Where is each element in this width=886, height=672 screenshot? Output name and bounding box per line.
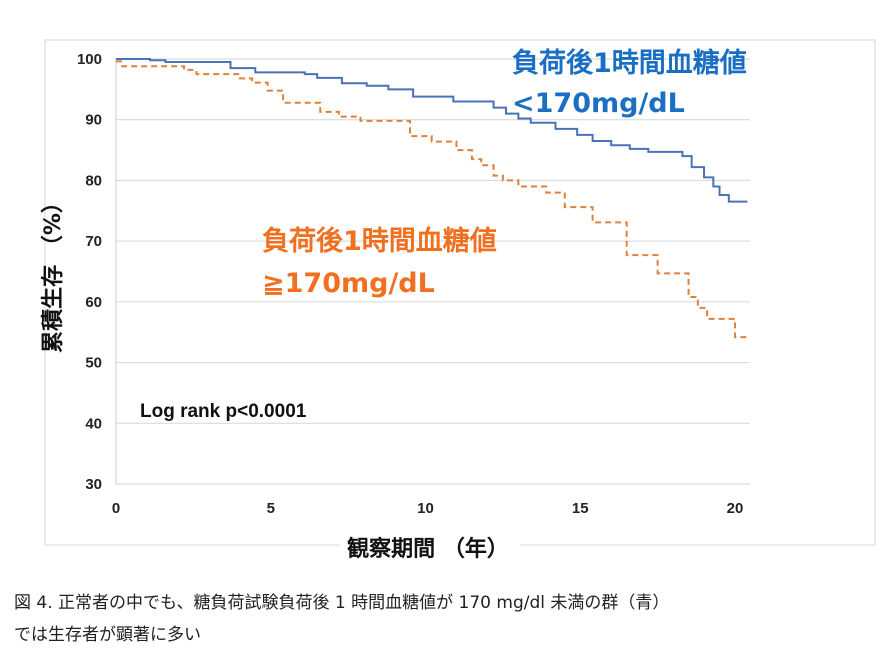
x-axis-label: 観察期間 （年） [347,536,509,562]
logrank-annotation: Log rank p<0.0001 [140,401,307,422]
y-tick-label: 30 [85,476,102,493]
figure-caption-line2: では生存者が顕著に多い [14,625,201,645]
y-tick-label: 100 [77,51,102,68]
legend-blue-line1: 負荷後1時間血糖値 [512,47,747,79]
y-tick-label: 40 [85,415,102,432]
figure-caption-line1: 図 4. 正常者の中でも、糖負荷試験負荷後 1 時間血糖値が 170 mg/dl… [14,593,670,613]
legend-orange-line1: 負荷後1時間血糖値 [262,225,497,257]
y-axis-label: 累積生存 （%） [40,191,66,353]
y-tick-label: 70 [85,233,102,250]
y-tick-label: 50 [85,355,102,372]
x-tick-label: 0 [112,500,120,517]
y-tick-label: 80 [85,172,102,189]
x-tick-label: 15 [572,500,589,517]
legend-blue-line2: <170mg/dL [512,88,685,119]
legend-orange-line2: ≧170mg/dL [262,268,435,299]
y-tick-label: 90 [85,112,102,129]
y-tick-label: 60 [85,294,102,311]
x-tick-label: 20 [727,500,744,517]
x-tick-label: 5 [267,500,275,517]
survival-curve-below-170 [116,58,748,203]
survival-curve-above-170 [116,60,748,339]
x-tick-label: 10 [417,500,434,517]
chart-frame [44,39,876,546]
